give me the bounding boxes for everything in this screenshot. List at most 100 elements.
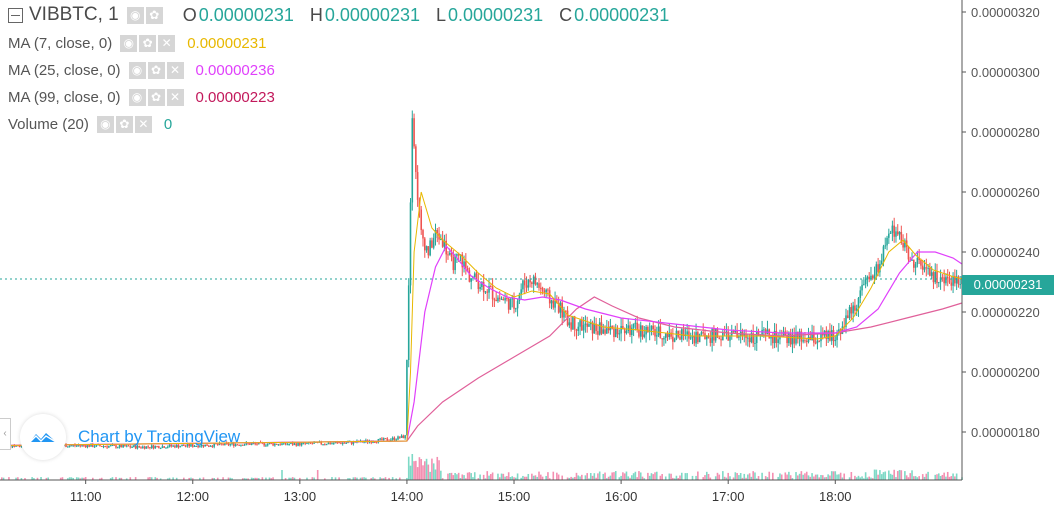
candle-body bbox=[309, 442, 312, 444]
eye-icon[interactable]: ◉ bbox=[120, 34, 138, 52]
volume-bar bbox=[24, 478, 26, 480]
candle-body bbox=[140, 447, 142, 449]
study-ma25[interactable]: MA (25, close, 0) ◉ ✿ ✕ 0.00000236 bbox=[8, 59, 275, 81]
volume-bar bbox=[638, 471, 640, 480]
volume-bar bbox=[841, 477, 844, 480]
candle-body bbox=[586, 323, 588, 327]
y-tick-label: 0.00000320 bbox=[971, 5, 1040, 20]
candle-body bbox=[650, 325, 653, 330]
candle-body bbox=[229, 444, 232, 446]
volume-bar bbox=[452, 475, 455, 480]
volume-bar bbox=[909, 473, 912, 480]
gear-icon[interactable]: ✿ bbox=[147, 61, 165, 79]
candle-body bbox=[145, 446, 148, 449]
close-icon[interactable]: ✕ bbox=[166, 88, 184, 106]
volume-bar bbox=[572, 477, 574, 480]
scroll-left-icon[interactable]: ‹ bbox=[0, 418, 11, 450]
close-icon[interactable]: ✕ bbox=[158, 34, 176, 52]
candle-body bbox=[143, 446, 146, 449]
volume-bar bbox=[727, 472, 729, 480]
study-ma99[interactable]: MA (99, close, 0) ◉ ✿ ✕ 0.00000223 bbox=[8, 86, 275, 108]
volume-bar bbox=[834, 471, 837, 480]
candle-body bbox=[184, 445, 187, 447]
volume-bar bbox=[534, 475, 537, 480]
candle-body bbox=[950, 282, 953, 286]
study-volume[interactable]: Volume (20) ◉ ✿ ✕ 0 bbox=[8, 113, 172, 135]
candle-body bbox=[666, 333, 669, 338]
volume-bar bbox=[607, 476, 610, 480]
time-axis[interactable]: 11:00 12:00 13:00 14:00 15:00 16:00 17:00 18:00 bbox=[70, 480, 852, 504]
collapse-icon[interactable] bbox=[8, 7, 23, 23]
volume-bar bbox=[675, 475, 678, 480]
volume-bar bbox=[211, 477, 214, 480]
volume-bar bbox=[438, 460, 440, 480]
close-icon[interactable]: ✕ bbox=[134, 115, 152, 133]
high-label: H bbox=[309, 4, 323, 25]
volume-bar bbox=[365, 477, 367, 480]
candle-body bbox=[104, 446, 107, 448]
eye-icon[interactable]: ◉ bbox=[96, 115, 114, 133]
candle-body bbox=[932, 272, 935, 283]
volume-bar bbox=[384, 477, 387, 480]
volume-bar bbox=[866, 477, 869, 480]
candle-body bbox=[77, 445, 80, 447]
candle-body bbox=[547, 289, 549, 291]
candle-body bbox=[531, 282, 533, 285]
volume-bar bbox=[643, 478, 646, 480]
tradingview-watermark[interactable]: Chart by TradingView bbox=[20, 414, 240, 460]
candle-body bbox=[757, 330, 760, 336]
candle-body bbox=[743, 334, 746, 336]
volume-bar bbox=[497, 473, 499, 480]
candle-body bbox=[855, 308, 858, 311]
volume-bar bbox=[879, 470, 881, 480]
candle-body bbox=[83, 444, 85, 446]
candle-body bbox=[511, 298, 514, 300]
candle-body bbox=[398, 436, 401, 438]
study-ma7[interactable]: MA (7, close, 0) ◉ ✿ ✕ 0.00000231 bbox=[8, 32, 266, 54]
candle-body bbox=[886, 237, 888, 246]
volume-bar bbox=[586, 473, 588, 480]
volume-bar bbox=[109, 478, 112, 480]
volume-bar bbox=[256, 477, 258, 480]
candle-body bbox=[390, 439, 392, 441]
candle-body bbox=[216, 444, 219, 446]
volume-bar bbox=[843, 473, 846, 480]
candle-body bbox=[554, 300, 556, 308]
candle-body bbox=[802, 340, 804, 342]
candle-body bbox=[331, 443, 333, 445]
volume-bar bbox=[736, 473, 738, 480]
volume-bar bbox=[921, 474, 924, 480]
eye-icon[interactable]: ◉ bbox=[126, 6, 144, 24]
candle-body bbox=[813, 332, 815, 343]
tradingview-logo-icon bbox=[20, 414, 66, 460]
candle-body bbox=[625, 331, 628, 334]
volume-bar bbox=[811, 473, 813, 480]
gear-icon[interactable]: ✿ bbox=[145, 6, 163, 24]
ma99-line bbox=[0, 296, 963, 447]
volume-bar bbox=[72, 477, 74, 480]
candle-body bbox=[688, 331, 690, 339]
gear-icon[interactable]: ✿ bbox=[115, 115, 133, 133]
volume-bar bbox=[691, 475, 694, 480]
eye-icon[interactable]: ◉ bbox=[128, 61, 146, 79]
volume-bar bbox=[511, 476, 514, 480]
gear-icon[interactable]: ✿ bbox=[139, 34, 157, 52]
candle-body bbox=[377, 439, 380, 443]
price-axis[interactable]: 0.00000180 0.00000200 0.00000220 0.00000240… bbox=[962, 5, 1040, 440]
candle-body bbox=[67, 446, 69, 448]
candle-body bbox=[841, 326, 844, 335]
volume-bar bbox=[416, 467, 419, 480]
volume-bar bbox=[172, 477, 174, 480]
volume-bar bbox=[779, 473, 781, 480]
candle-body bbox=[466, 267, 469, 271]
volume-bar bbox=[755, 478, 758, 480]
eye-icon[interactable]: ◉ bbox=[128, 88, 146, 106]
volume-bar bbox=[870, 477, 872, 480]
candle-body bbox=[513, 298, 515, 309]
close-icon[interactable]: ✕ bbox=[166, 61, 184, 79]
candle-body bbox=[793, 334, 796, 344]
candle-body bbox=[832, 330, 835, 342]
candle-body bbox=[493, 299, 496, 301]
gear-icon[interactable]: ✿ bbox=[147, 88, 165, 106]
